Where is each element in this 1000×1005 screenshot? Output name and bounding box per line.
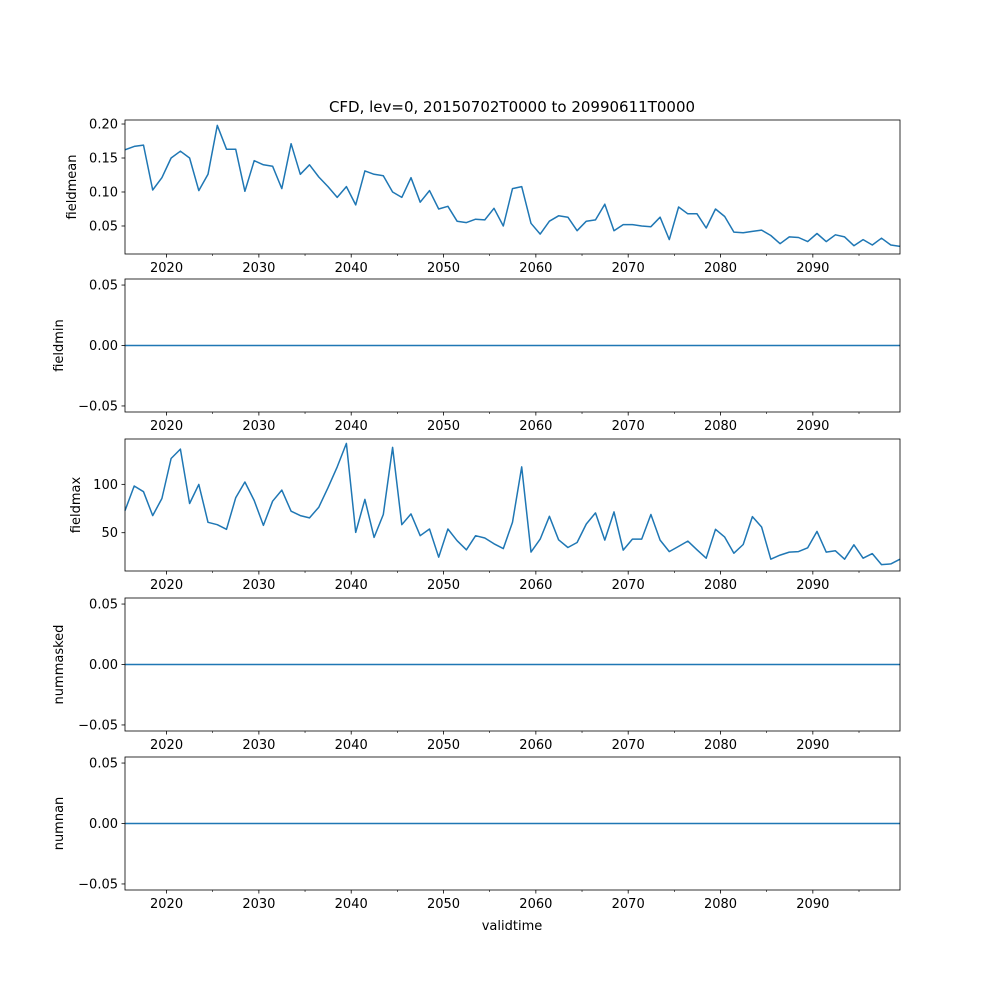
numnan-xtick-label: 2080 [704, 897, 737, 912]
fieldmax-series-line [124, 442, 901, 566]
fieldmax-xtick-label: 2080 [704, 578, 737, 593]
numnan-axis-label: numnan [52, 797, 67, 851]
fieldmean-ytick-label: 0.15 [89, 152, 118, 167]
numnan-xtick-label: 2020 [150, 897, 183, 912]
fieldmin-xtick-label: 2090 [796, 419, 829, 434]
numnan-ytick-label: 0.05 [89, 757, 118, 772]
fieldmax-xtick-label: 2040 [335, 578, 368, 593]
fieldmean-ytick-label: 0.20 [89, 118, 118, 133]
fieldmax-xtick-label: 2060 [519, 578, 552, 593]
fieldmin-xtick-label: 2040 [335, 419, 368, 434]
fieldmin-ytick-label: 0.00 [89, 339, 118, 354]
fieldmax-xtick-label: 2090 [796, 578, 829, 593]
nummasked-xtick-label: 2060 [519, 738, 552, 753]
fieldmean-xtick-label: 2060 [519, 261, 552, 276]
nummasked-xtick-label: 2020 [150, 738, 183, 753]
fieldmax-ytick-label: 100 [93, 478, 118, 493]
fieldmean-xtick-label: 2030 [242, 261, 275, 276]
numnan-ytick-label: −0.05 [78, 877, 118, 892]
fieldmax-axis-label: fieldmax [69, 477, 84, 534]
fieldmax-xtick-label: 2030 [242, 578, 275, 593]
x-axis-label: validtime [482, 919, 543, 934]
nummasked-xtick-label: 2080 [704, 738, 737, 753]
fieldmin-xtick-label: 2020 [150, 419, 183, 434]
fieldmean-xtick-label: 2090 [796, 261, 829, 276]
numnan-xtick-label: 2040 [335, 897, 368, 912]
fieldmax-xtick-label: 2020 [150, 578, 183, 593]
fieldmax-axes-frame [124, 438, 901, 572]
fieldmax-xtick-label: 2050 [427, 578, 460, 593]
fieldmean-xtick-label: 2020 [150, 261, 183, 276]
nummasked-ytick-label: −0.05 [78, 718, 118, 733]
fieldmean-series-line [124, 124, 901, 248]
numnan-ytick-label: 0.00 [89, 817, 118, 832]
fieldmean-ytick-label: 0.05 [89, 219, 118, 234]
fieldmax-xtick-label: 2070 [612, 578, 645, 593]
nummasked-xtick-label: 2090 [796, 738, 829, 753]
nummasked-xtick-label: 2050 [427, 738, 460, 753]
nummasked-ytick-label: 0.05 [89, 598, 118, 613]
nummasked-xtick-label: 2040 [335, 738, 368, 753]
fieldmean-xtick-label: 2050 [427, 261, 460, 276]
fieldmin-xtick-label: 2070 [612, 419, 645, 434]
fieldmin-ytick-label: 0.05 [89, 279, 118, 294]
fieldmin-xtick-label: 2030 [242, 419, 275, 434]
fieldmin-ytick-label: −0.05 [78, 399, 118, 414]
fieldmax-ytick-label: 50 [101, 526, 118, 541]
chart-title: CFD, lev=0, 20150702T0000 to 20990611T00… [329, 98, 695, 116]
fieldmin-xtick-label: 2060 [519, 419, 552, 434]
nummasked-xtick-label: 2030 [242, 738, 275, 753]
fieldmean-ytick-label: 0.10 [89, 185, 118, 200]
nummasked-axis-label: nummasked [52, 625, 67, 705]
nummasked-xtick-label: 2070 [612, 738, 645, 753]
numnan-xtick-label: 2050 [427, 897, 460, 912]
numnan-xtick-label: 2060 [519, 897, 552, 912]
fieldmean-axes-frame [124, 119, 901, 255]
fieldmean-axis-label: fieldmean [65, 155, 80, 220]
numnan-xtick-label: 2070 [612, 897, 645, 912]
fieldmin-axis-label: fieldmin [52, 319, 67, 372]
fieldmean-xtick-label: 2070 [612, 261, 645, 276]
numnan-xtick-label: 2090 [796, 897, 829, 912]
fieldmean-xtick-label: 2040 [335, 261, 368, 276]
nummasked-ytick-label: 0.00 [89, 658, 118, 673]
fieldmin-xtick-label: 2050 [427, 419, 460, 434]
fieldmean-xtick-label: 2080 [704, 261, 737, 276]
numnan-xtick-label: 2030 [242, 897, 275, 912]
fieldmin-xtick-label: 2080 [704, 419, 737, 434]
